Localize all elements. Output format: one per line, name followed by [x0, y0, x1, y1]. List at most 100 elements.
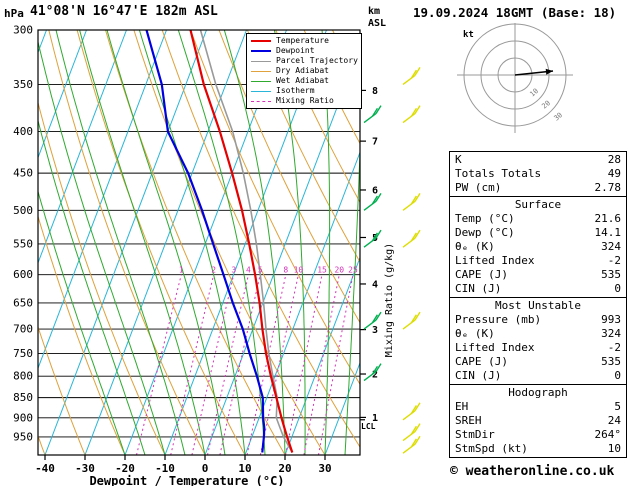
legend-item: Isotherm — [251, 86, 357, 96]
stat-label: StmDir — [455, 428, 495, 441]
stat-value: -2 — [607, 341, 621, 354]
dewpoint-curve — [145, 30, 266, 453]
chart-line — [402, 443, 416, 454]
chart-line — [402, 237, 416, 248]
chart-line — [402, 410, 416, 421]
dry-adiabat — [76, 30, 246, 455]
legend-label: Parcel Trajectory — [276, 56, 358, 65]
datetime-label: 19.09.2024 18GMT (Base: 18) — [413, 5, 617, 20]
chart-line — [414, 423, 421, 432]
stats-row: CAPE (J) 535 — [450, 268, 626, 282]
chart-line — [410, 405, 417, 414]
mixing-ratio-value-label: 2 — [211, 266, 216, 275]
stat-value: 0 — [614, 282, 621, 295]
chart-line — [363, 113, 377, 124]
chart-line — [375, 363, 382, 372]
parcel-trajectory-curve — [199, 30, 293, 453]
chart-line — [371, 232, 378, 242]
chart-line — [410, 195, 417, 205]
stats-row: θₑ (K) 324 — [450, 327, 626, 341]
legend-item: Parcel Trajectory — [251, 56, 358, 66]
pressure-tick-label: 950 — [13, 430, 33, 443]
chart-line — [402, 74, 416, 85]
hodograph-ring-label: 10 — [528, 87, 540, 99]
chart-line — [324, 361, 360, 455]
pressure-tick-label: 900 — [13, 411, 33, 424]
chart-line — [410, 425, 417, 435]
stat-label: Dewp (°C) — [455, 226, 515, 239]
stat-value: 535 — [601, 355, 621, 368]
stat-label: CAPE (J) — [455, 268, 508, 281]
chart-line — [363, 371, 377, 382]
mixing-ratio-value-label: 1 — [179, 266, 184, 275]
skewt-chart: 3003504004505005506006507007508008509009… — [0, 6, 421, 486]
chart-line — [375, 311, 382, 321]
chart-line — [414, 402, 421, 412]
mixing-ratio-line — [219, 274, 261, 455]
wet-adiabat — [55, 30, 186, 455]
hodograph-ring — [463, 23, 567, 127]
stat-label: Lifted Index — [455, 254, 535, 267]
section-title: Most Unstable — [494, 299, 582, 312]
mixing-ratio-line — [191, 274, 235, 455]
stat-label: EH — [455, 400, 469, 413]
stats-row: EH 5 — [450, 400, 626, 414]
stats-row: Lifted Index -2 — [450, 341, 626, 355]
stat-value: 21.6 — [594, 212, 622, 225]
pressure-tick-label: 500 — [13, 204, 33, 217]
stat-value: 324 — [601, 240, 621, 253]
chart-legend: Temperature Dewpoint Parcel Trajectory Dry … — [246, 33, 362, 109]
x-tick-label: -40 — [35, 462, 55, 475]
chart-line — [0, 30, 7, 455]
x-tick-label: -30 — [75, 462, 95, 475]
stats-row: Totals Totals 49 — [450, 167, 626, 181]
stat-value: 28 — [607, 153, 621, 166]
stats-row: Pressure (mb) 993 — [450, 313, 626, 327]
mixing-ratio-line — [318, 274, 354, 455]
stats-row: Dewp (°C) 14.1 — [450, 226, 626, 240]
wet-adiabat — [38, 189, 126, 455]
chart-line — [410, 69, 417, 79]
chart-line — [414, 192, 421, 202]
pressure-tick-label: 750 — [13, 347, 33, 360]
km-axis-unit-bottom: ASL — [368, 18, 386, 29]
pressure-tick-label: 450 — [13, 167, 33, 180]
legend-label: Temperature — [276, 36, 329, 45]
chart-line — [363, 200, 377, 211]
chart-line — [371, 365, 378, 375]
wet-adiabat — [223, 30, 286, 455]
chart-line — [402, 200, 416, 211]
stats-row: K 28 — [450, 153, 626, 167]
dry-adiabat — [38, 325, 86, 455]
stat-label: CIN (J) — [455, 369, 502, 382]
x-tick-label: 30 — [318, 462, 331, 475]
x-tick-label: 20 — [278, 462, 291, 475]
chart-line — [410, 107, 417, 117]
legend-line-sample — [251, 60, 271, 62]
chart-line — [38, 30, 87, 160]
pressure-tick-label: 650 — [13, 296, 33, 309]
legend-item: Mixing Ratio — [251, 96, 357, 106]
mixing-ratio-line — [246, 274, 287, 455]
wet-adiabat — [321, 30, 331, 455]
km-tick-label: 6 — [372, 185, 378, 196]
mixing-ratio-line — [303, 274, 340, 455]
stats-box: Most Unstable Pressure (mb) 993 θₑ (K) 324 Li… — [449, 297, 627, 385]
pressure-tick-label: 600 — [13, 268, 33, 281]
mixing-ratio-line — [207, 274, 249, 455]
stats-row: SREH 24 — [450, 414, 626, 428]
stats-row: CIN (J) 0 — [450, 369, 626, 383]
x-tick-label: -20 — [115, 462, 135, 475]
stats-row: θₑ (K) 324 — [450, 240, 626, 254]
mixing-ratio-value-label: 5 — [258, 266, 263, 275]
stat-label: Pressure (mb) — [455, 313, 542, 326]
pressure-tick-label: 700 — [13, 323, 33, 336]
wet-adiabat — [273, 30, 306, 455]
hodograph-unit-label: kt — [463, 30, 474, 40]
wet-adiabat — [106, 30, 226, 455]
dry-adiabat — [48, 30, 206, 455]
dry-adiabat — [218, 30, 360, 324]
hodograph-ring — [497, 57, 533, 93]
pressure-tick-label: 300 — [13, 24, 33, 37]
